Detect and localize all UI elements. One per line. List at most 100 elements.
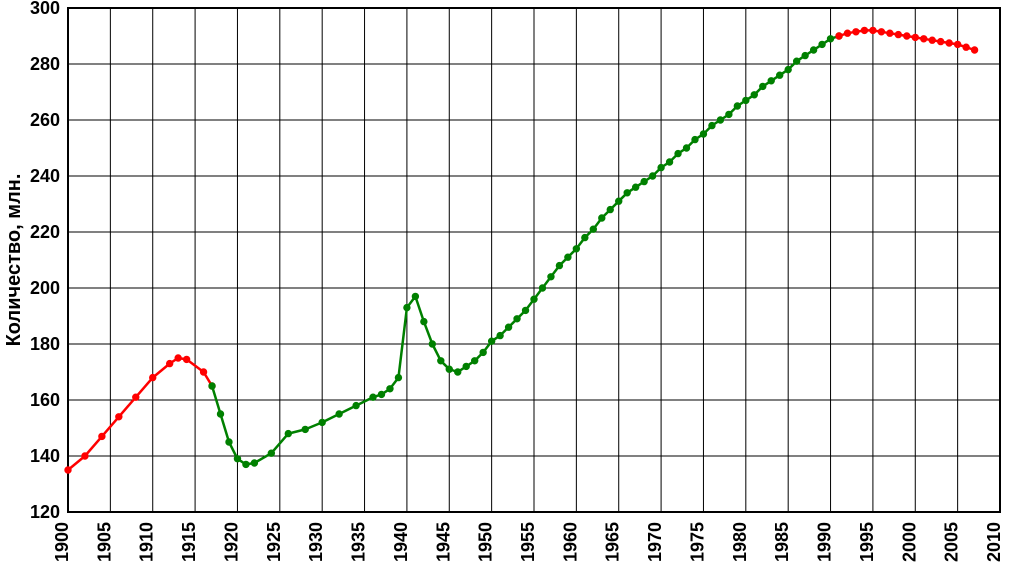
data-point: [827, 36, 833, 42]
x-tick-label: 1955: [518, 522, 538, 562]
data-point: [616, 198, 622, 204]
data-point: [404, 304, 410, 310]
data-point: [632, 184, 638, 190]
data-point: [565, 254, 571, 260]
x-tick-label: 1905: [94, 522, 114, 562]
y-tick-label: 280: [30, 54, 60, 74]
data-point: [209, 383, 215, 389]
data-point: [861, 27, 867, 33]
data-point: [666, 159, 672, 165]
data-point: [455, 369, 461, 375]
data-point: [709, 122, 715, 128]
x-tick-label: 1920: [221, 522, 241, 562]
data-point: [810, 47, 816, 53]
x-tick-label: 1950: [476, 522, 496, 562]
data-point: [497, 332, 503, 338]
data-point: [590, 226, 596, 232]
data-point: [844, 30, 850, 36]
data-point: [963, 44, 969, 50]
x-tick-label: 1990: [815, 522, 835, 562]
data-point: [717, 117, 723, 123]
data-point: [946, 40, 952, 46]
y-axis-title: Количество, млн.: [3, 174, 25, 347]
data-point: [438, 358, 444, 364]
data-point: [522, 307, 528, 313]
data-point: [302, 426, 308, 432]
y-tick-label: 160: [30, 390, 60, 410]
data-point: [116, 414, 122, 420]
data-point: [683, 145, 689, 151]
data-point: [251, 460, 257, 466]
data-point: [726, 111, 732, 117]
data-point: [463, 363, 469, 369]
data-point: [971, 47, 977, 53]
x-tick-label: 1910: [137, 522, 157, 562]
data-point: [505, 324, 511, 330]
data-point: [878, 29, 884, 35]
y-tick-label: 200: [30, 278, 60, 298]
data-point: [658, 164, 664, 170]
data-point: [395, 374, 401, 380]
data-point: [539, 285, 545, 291]
x-tick-label: 1985: [772, 522, 792, 562]
y-tick-label: 300: [30, 0, 60, 18]
data-point: [319, 419, 325, 425]
data-point: [488, 338, 494, 344]
data-point: [675, 150, 681, 156]
x-tick-label: 1930: [306, 522, 326, 562]
x-tick-label: 1970: [645, 522, 665, 562]
data-point: [217, 411, 223, 417]
data-point: [387, 386, 393, 392]
data-point: [446, 366, 452, 372]
data-point: [954, 41, 960, 47]
data-point: [641, 178, 647, 184]
data-point: [692, 136, 698, 142]
data-point: [793, 58, 799, 64]
x-tick-label: 2010: [984, 522, 1004, 562]
data-point: [353, 402, 359, 408]
y-tick-label: 180: [30, 334, 60, 354]
data-point: [836, 33, 842, 39]
x-tick-label: 1925: [264, 522, 284, 562]
data-point: [514, 316, 520, 322]
data-point: [336, 411, 342, 417]
data-point: [412, 293, 418, 299]
data-point: [887, 30, 893, 36]
data-point: [734, 103, 740, 109]
data-point: [700, 131, 706, 137]
data-point: [582, 234, 588, 240]
data-point: [751, 92, 757, 98]
data-point: [624, 190, 630, 196]
data-point: [268, 450, 274, 456]
data-point: [819, 41, 825, 47]
data-point: [649, 173, 655, 179]
data-point: [480, 349, 486, 355]
x-tick-label: 2005: [942, 522, 962, 562]
data-point: [183, 356, 189, 362]
data-point: [904, 33, 910, 39]
data-point: [65, 467, 71, 473]
y-tick-label: 240: [30, 166, 60, 186]
data-point: [166, 360, 172, 366]
data-point: [548, 274, 554, 280]
chart-svg: 1201401601802002202402602803001900190519…: [0, 0, 1024, 568]
data-point: [870, 27, 876, 33]
x-tick-label: 1980: [730, 522, 750, 562]
y-tick-label: 260: [30, 110, 60, 130]
data-point: [937, 38, 943, 44]
x-axis-labels: 1900190519101915192019251930193519401945…: [52, 522, 1004, 562]
data-point: [429, 341, 435, 347]
data-point: [226, 439, 232, 445]
data-point: [378, 391, 384, 397]
data-point: [531, 296, 537, 302]
data-point: [243, 461, 249, 467]
data-point: [785, 66, 791, 72]
x-tick-label: 1965: [603, 522, 623, 562]
data-point: [285, 430, 291, 436]
data-point: [471, 358, 477, 364]
x-tick-label: 1900: [52, 522, 72, 562]
data-point: [421, 318, 427, 324]
data-point: [573, 246, 579, 252]
x-tick-label: 1940: [391, 522, 411, 562]
data-point: [370, 394, 376, 400]
